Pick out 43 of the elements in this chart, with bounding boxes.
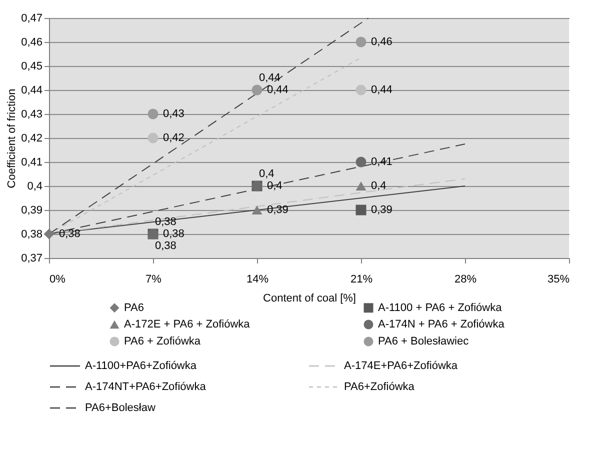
y-tick-label: 0,37 — [21, 252, 42, 264]
legend-label: A-172E + PA6 + Zofiówka — [124, 318, 251, 330]
y-tick-label: 0,47 — [21, 12, 42, 24]
x-tick-label: 21% — [350, 274, 373, 286]
legend-label: A-1100 + PA6 + Zofiówka — [378, 302, 503, 314]
y-tick-label: 0,46 — [21, 36, 42, 48]
data-label: 0,46 — [371, 36, 392, 48]
data-label: 0,38 — [163, 228, 184, 240]
legend-label: PA6 + Bolesławiec — [378, 336, 470, 348]
y-tick-label: 0,43 — [21, 108, 42, 120]
y-tick-label: 0,38 — [21, 228, 42, 240]
y-tick-label: 0,4 — [27, 180, 42, 192]
data-label: 0,44 — [371, 84, 392, 96]
x-tick-label: 0% — [50, 274, 66, 286]
legend-label: A-174E+PA6+Zofiówka — [344, 360, 458, 372]
data-label: 0,44 — [259, 72, 280, 84]
x-axis-title: Content of coal [%] — [263, 292, 356, 304]
x-tick-label: 14% — [246, 274, 269, 286]
y-tick-label: 0,45 — [21, 60, 42, 72]
data-label: 0,42 — [163, 132, 184, 144]
y-axis-title: Coefficient of friction — [6, 88, 18, 188]
x-tick-label: 28% — [454, 274, 477, 286]
data-label: 0,38 — [155, 240, 176, 252]
data-label: 0,41 — [371, 156, 392, 168]
data-label: 0,4 — [259, 168, 274, 180]
legend-label: PA6+Zofiówka — [344, 381, 416, 393]
data-label: 0,43 — [163, 108, 184, 120]
x-tick-label: 7% — [146, 274, 162, 286]
data-label: 0,4 — [371, 180, 386, 192]
x-tick-label: 35% — [547, 274, 570, 286]
data-label: 0,38 — [59, 228, 80, 240]
y-tick-label: 0,42 — [21, 132, 42, 144]
legend-label: PA6 + Zofiówka — [124, 336, 202, 348]
legend-label: PA6 — [124, 302, 144, 314]
y-tick-label: 0,41 — [21, 156, 42, 168]
legend-label: A-1100+PA6+Zofiówka — [85, 360, 198, 372]
legend-label: A-174N + PA6 + Zofiówka — [378, 318, 506, 330]
y-tick-label: 0,39 — [21, 204, 42, 216]
y-tick-label: 0,44 — [21, 84, 42, 96]
legend-label: A-174NT+PA6+Zofiówka — [85, 381, 207, 393]
data-label: 0,39 — [371, 204, 392, 216]
data-label: 0,44 — [267, 84, 288, 96]
legend-label: PA6+Bolesław — [85, 402, 156, 414]
